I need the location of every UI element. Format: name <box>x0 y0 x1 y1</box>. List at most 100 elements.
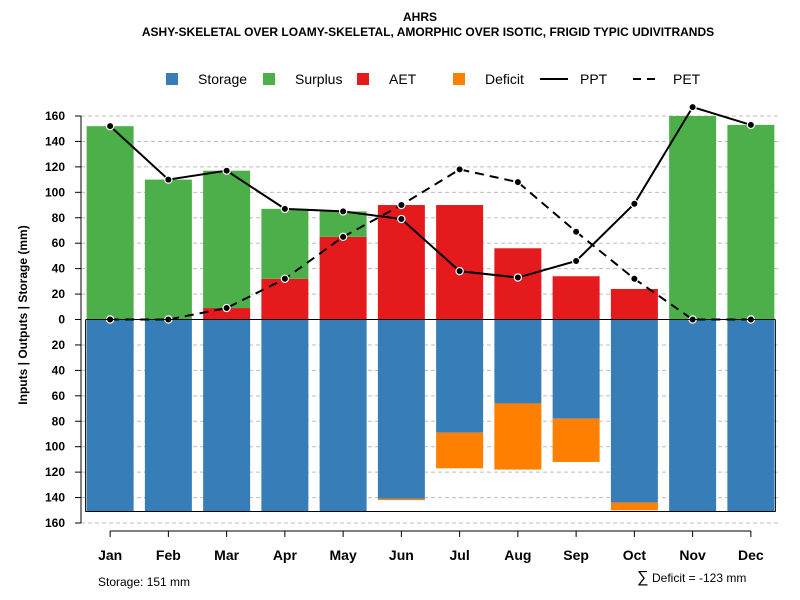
y-tick-label: 100 <box>45 185 65 199</box>
legend-label-pet: PET <box>673 71 701 87</box>
grid-lines <box>81 115 780 524</box>
pet-point-may <box>338 232 348 242</box>
bars <box>86 116 775 512</box>
pet-point-apr <box>280 274 290 283</box>
ppt-point-apr <box>280 204 290 214</box>
legend-label-aet: AET <box>389 71 417 87</box>
chart-title: AHRS <box>403 10 437 24</box>
x-tick-label-sep: Sep <box>563 547 589 563</box>
legend-label-ppt: PPT <box>580 71 608 87</box>
ppt-point-nov <box>688 102 697 112</box>
pet-point-mar <box>222 303 231 313</box>
ppt-point-may <box>338 207 348 216</box>
pet-line <box>110 168 751 321</box>
y-tick-label: 120 <box>45 160 65 174</box>
surplus-bar-nov <box>669 116 717 320</box>
ppt-line <box>109 105 752 279</box>
pet-point-jun <box>397 200 406 210</box>
storage-bar-feb <box>144 319 192 512</box>
storage-bar-jul <box>436 319 484 433</box>
pet-point-oct <box>630 274 639 283</box>
x-tick-label-apr: Apr <box>273 547 298 563</box>
deficit-footnote: Deficit = -123 mm <box>652 571 746 585</box>
pet-point-jul <box>455 165 464 174</box>
storage-bar-jun <box>377 319 425 499</box>
aet-bar-mar <box>203 308 251 320</box>
storage-bar-jan <box>86 319 134 512</box>
series-lines <box>105 102 756 324</box>
legend-swatch-storage <box>166 73 178 85</box>
ppt-point-jul <box>455 266 464 276</box>
x-tick-label-may: May <box>330 547 357 563</box>
aet-bar-sep <box>552 276 600 320</box>
deficit-bar-aug <box>494 403 542 470</box>
y-tick-label: 40 <box>52 262 66 276</box>
axes: 160 140 120 100 80 60 40 20 0 20 40 60 80 100 120 140 16… <box>45 109 776 563</box>
legend: Storage Surplus AET Deficit PPT PET <box>166 71 701 87</box>
x-tick-label-aug: Aug <box>504 547 531 563</box>
deficit-bar-jul <box>436 432 484 469</box>
storage-bar-mar <box>203 319 251 512</box>
y-axis-title: Inputs | Outputs | Storage (mm) <box>16 225 30 404</box>
surplus-bar-mar <box>203 170 251 309</box>
pet-point-aug <box>513 177 523 187</box>
x-tick-label-nov: Nov <box>679 547 706 563</box>
y-tick-label: 140 <box>45 134 65 148</box>
storage-footnote: Storage: 151 mm <box>98 575 190 589</box>
storage-capacity-outline <box>85 319 776 513</box>
ppt-point-oct <box>630 199 639 208</box>
x-tick-label-dec: Dec <box>738 547 764 563</box>
storage-bar-nov <box>669 319 717 512</box>
y-tick-label: 120 <box>45 465 65 479</box>
y-tick-label: 80 <box>52 414 66 428</box>
ppt-point-jun <box>397 214 406 224</box>
aet-bar-jul <box>436 205 484 320</box>
legend-swatch-surplus <box>263 73 275 85</box>
surplus-bar-may <box>319 211 367 237</box>
aet-bar-may <box>319 236 367 320</box>
storage-bar-may <box>319 319 367 512</box>
storage-bar-apr <box>261 319 309 512</box>
aet-bar-aug <box>494 248 542 320</box>
ppt-point-sep <box>571 256 581 266</box>
pet-point-sep <box>571 227 581 236</box>
legend-label-storage: Storage <box>198 71 247 87</box>
storage-bar-sep <box>552 319 600 419</box>
aet-bar-oct <box>610 288 658 320</box>
y-tick-label: 80 <box>52 211 66 225</box>
y-tick-label: 40 <box>52 363 66 377</box>
surplus-bar-feb <box>144 179 192 320</box>
storage-bar-aug <box>494 319 542 404</box>
x-tick-label-jan: Jan <box>98 547 122 563</box>
x-tick-label-mar: Mar <box>214 547 239 563</box>
y-tick-label: 60 <box>52 236 66 250</box>
y-tick-label: 20 <box>52 287 66 301</box>
storage-bar-dec <box>727 319 775 512</box>
legend-label-surplus: Surplus <box>295 71 342 87</box>
ppt-point-aug <box>513 273 523 282</box>
legend-swatch-aet <box>357 73 369 85</box>
y-tick-label: 160 <box>45 109 65 123</box>
x-tick-label-feb: Feb <box>156 547 181 563</box>
deficit-bar-sep <box>552 418 600 462</box>
y-tick-label: 60 <box>52 389 66 403</box>
y-tick-label: 100 <box>45 440 65 454</box>
ppt-point-feb <box>164 175 173 184</box>
aet-bar-apr <box>261 278 309 320</box>
storage-bar-oct <box>610 319 658 503</box>
y-tick-label: 140 <box>45 491 65 505</box>
x-tick-label-oct: Oct <box>623 547 647 563</box>
ppt-point-mar <box>222 166 231 175</box>
ppt-point-jan <box>105 121 115 131</box>
y-tick-label: 0 <box>58 313 65 327</box>
surplus-bar-apr <box>261 208 309 279</box>
x-tick-label-jun: Jun <box>389 547 414 563</box>
y-tick-label: 20 <box>52 338 66 352</box>
aet-bar-jun <box>377 205 425 320</box>
ppt-point-dec <box>746 120 756 130</box>
surplus-bar-jan <box>86 126 134 320</box>
surplus-bar-dec <box>727 124 775 320</box>
chart-subtitle: ASHY-SKELETAL OVER LOAMY-SKELETAL, AMORP… <box>142 25 714 39</box>
deficit-bar-jun <box>377 498 425 501</box>
